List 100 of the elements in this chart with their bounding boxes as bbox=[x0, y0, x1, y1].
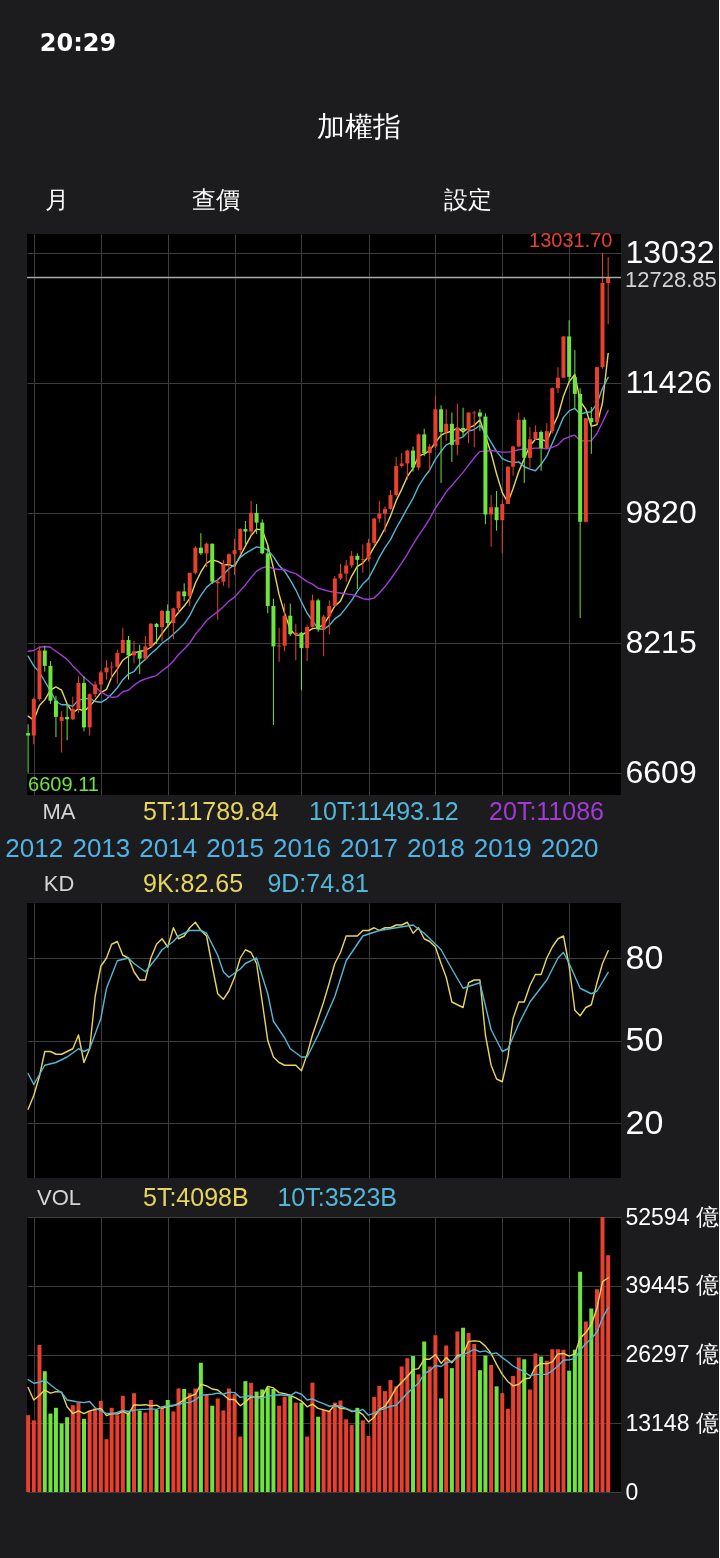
bar bbox=[154, 1409, 159, 1492]
bar bbox=[277, 1405, 282, 1492]
bar bbox=[360, 1420, 365, 1492]
y-tick-label: 80 bbox=[625, 937, 664, 976]
legend-title: KD bbox=[43, 871, 75, 896]
candlestick bbox=[494, 490, 499, 532]
bar bbox=[489, 1364, 494, 1492]
y-tick-label: 11426 bbox=[625, 364, 713, 401]
candlestick bbox=[606, 256, 611, 325]
series-label: 9K:82.65 bbox=[143, 869, 244, 897]
bar bbox=[137, 1410, 142, 1492]
candlestick bbox=[477, 408, 482, 432]
x-tick-label: 2019 bbox=[473, 832, 532, 863]
candlestick bbox=[383, 505, 388, 533]
candlestick bbox=[360, 543, 365, 574]
candlestick bbox=[589, 406, 594, 455]
candlestick bbox=[572, 349, 577, 409]
bar bbox=[567, 1370, 572, 1492]
series-label: 9D:74.81 bbox=[267, 869, 369, 897]
text: 5T:11789.84 bbox=[143, 797, 279, 825]
candlestick bbox=[439, 404, 444, 484]
candlestick bbox=[176, 590, 181, 613]
candlestick bbox=[70, 696, 75, 721]
candlestick bbox=[411, 446, 416, 473]
x-tick-label: 2018 bbox=[406, 832, 465, 863]
candlestick bbox=[527, 426, 532, 469]
candlestick bbox=[249, 500, 254, 536]
candlestick bbox=[555, 366, 560, 394]
candlestick bbox=[422, 428, 427, 457]
candlestick bbox=[115, 649, 120, 685]
y-tick-label: 0 bbox=[625, 1478, 639, 1505]
candlestick bbox=[489, 494, 494, 548]
candlestick bbox=[53, 695, 58, 738]
candlestick bbox=[59, 710, 64, 753]
line-series bbox=[27, 1307, 609, 1416]
bar bbox=[516, 1357, 521, 1492]
x-tick-label: 2014 bbox=[139, 832, 198, 863]
candlestick bbox=[137, 644, 142, 675]
candlestick bbox=[126, 635, 131, 681]
text: 設定 bbox=[444, 186, 492, 214]
candlestick bbox=[187, 572, 192, 607]
bar bbox=[182, 1388, 187, 1492]
bar bbox=[98, 1401, 103, 1492]
candlestick bbox=[355, 552, 360, 590]
bar bbox=[198, 1362, 203, 1492]
text: 10T:3523B bbox=[277, 1183, 397, 1211]
bar bbox=[606, 1255, 611, 1492]
candlestick bbox=[120, 627, 125, 654]
candlestick bbox=[377, 500, 382, 524]
y-tick-label: 50 bbox=[625, 1020, 664, 1058]
y-tick-label: 39445 億 bbox=[625, 1272, 719, 1299]
annotation: 13031.70 bbox=[529, 228, 613, 251]
y-tick-label: 52594 億 bbox=[625, 1203, 719, 1230]
bar bbox=[522, 1359, 527, 1492]
candlestick bbox=[288, 603, 293, 637]
bar bbox=[461, 1327, 466, 1492]
candlestick bbox=[171, 607, 176, 640]
y-tick-label: 13148 億 bbox=[625, 1409, 719, 1436]
candlestick bbox=[539, 429, 544, 472]
candlestick bbox=[226, 552, 231, 589]
candlestick bbox=[238, 527, 243, 556]
candlestick bbox=[344, 559, 349, 583]
bar bbox=[355, 1407, 360, 1492]
bar bbox=[132, 1393, 136, 1492]
bar bbox=[494, 1386, 499, 1492]
candlestick bbox=[455, 403, 460, 456]
bar bbox=[439, 1398, 444, 1492]
x-tick-label: 2015 bbox=[206, 832, 265, 863]
bar bbox=[143, 1412, 148, 1492]
bar bbox=[288, 1395, 293, 1492]
bar bbox=[411, 1356, 416, 1492]
bar bbox=[589, 1308, 594, 1492]
candlestick bbox=[449, 412, 454, 463]
text: 20T:11086 bbox=[489, 797, 605, 825]
bar bbox=[148, 1399, 153, 1492]
x-tick-label: 2016 bbox=[273, 832, 331, 863]
bar bbox=[249, 1382, 254, 1492]
bar bbox=[282, 1396, 287, 1492]
candlestick bbox=[466, 412, 471, 444]
candlestick bbox=[154, 622, 159, 645]
bar bbox=[26, 1415, 31, 1492]
y-tick-label: 8215 bbox=[625, 624, 697, 661]
bar bbox=[449, 1368, 454, 1492]
bar bbox=[583, 1321, 588, 1492]
candlestick bbox=[109, 661, 114, 680]
candlestick bbox=[221, 559, 226, 587]
legend-title: VOL bbox=[36, 1185, 82, 1210]
candlestick bbox=[232, 538, 237, 576]
candlestick bbox=[511, 445, 516, 477]
bar bbox=[416, 1374, 421, 1492]
candlestick bbox=[204, 542, 209, 568]
candlestick bbox=[42, 645, 47, 673]
bar bbox=[226, 1388, 231, 1492]
bar bbox=[81, 1418, 86, 1492]
bar bbox=[500, 1393, 505, 1492]
bar bbox=[120, 1395, 125, 1492]
candlestick bbox=[165, 603, 170, 627]
candlestick bbox=[98, 670, 103, 694]
bar bbox=[160, 1408, 165, 1492]
y-tick-label: 6609 bbox=[625, 754, 697, 791]
